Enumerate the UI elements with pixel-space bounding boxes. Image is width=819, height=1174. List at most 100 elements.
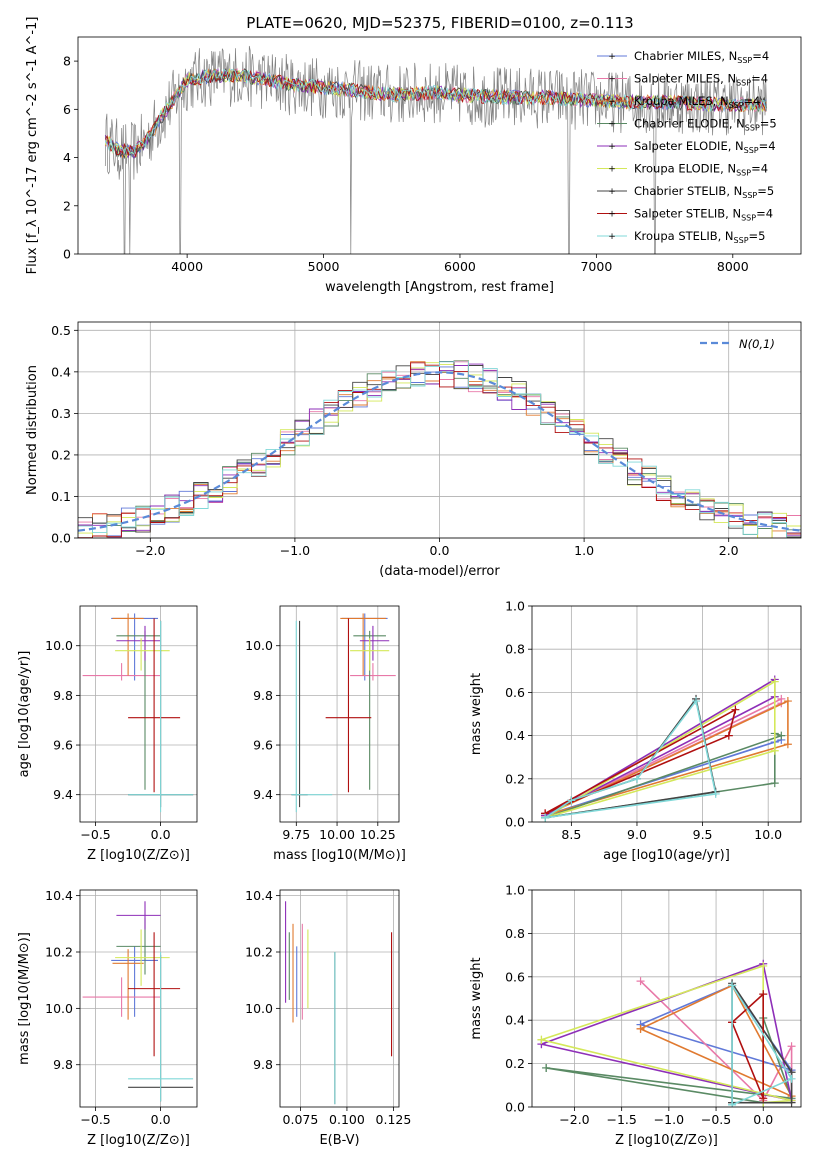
y-axis-label: age [log10(age/yr)]: [17, 651, 32, 778]
errorbar-kroupa-stelib: [128, 952, 194, 1102]
errorbar-salpeter-stelib: [128, 932, 181, 1057]
plot-area: [537, 959, 796, 1107]
y-tick-label: 0.8: [505, 642, 525, 657]
series-point: [787, 1074, 796, 1083]
y-tick-label: 10.0: [245, 1001, 273, 1016]
data-spectrum: [104, 45, 767, 254]
errorbar-chabrier-miles: [111, 613, 158, 681]
legend-entry: N(0,1): [739, 337, 775, 351]
x-axis-label: age [log10(age/yr)]: [603, 848, 730, 863]
x-tick-label: 0.125: [376, 1112, 412, 1127]
y-tick-label: 10.2: [45, 945, 73, 960]
series-line: [541, 962, 793, 1102]
y-tick-label: 0.2: [505, 771, 525, 786]
panel-residuals: −2.0 −1.0 0.0 1.0 2.0 0.0 0.1 0.2 0.3 0.4 0.5 (data…: [25, 321, 802, 579]
series-line: [731, 992, 765, 1099]
legend-entry: Chabrier MILES, NSSP=4: [634, 49, 769, 65]
series-point: [711, 789, 720, 798]
y-tick-label: 8: [63, 54, 71, 69]
plot-area: [82, 613, 194, 813]
series-point: [537, 1035, 546, 1044]
x-tick-label: 0.0: [151, 827, 171, 842]
errorbar-chabrier-miles: [111, 946, 158, 1017]
errorbar-salpeter-stelib: [325, 618, 372, 793]
errorbar-kroupa-miles: [112, 949, 144, 1020]
panel-age-vs-mass: 9.75 10.00 10.25 9.4 9.6 9.8 10.0 mass [log10(M…: [245, 605, 406, 863]
legend-entry: Salpeter STELIB, NSSP=4: [634, 207, 773, 223]
legend-marker: +: [608, 75, 616, 85]
x-axis-label: mass [log10(M/M⊙)]: [273, 848, 406, 863]
errorbar-kroupa-elodie: [115, 638, 170, 671]
series-point: [728, 981, 737, 990]
model-kroupa-stelib: [104, 68, 767, 156]
x-tick-label: −2.0: [559, 1112, 589, 1127]
series-point: [777, 731, 786, 740]
plot-area: [82, 901, 194, 1102]
y-tick-label: 9.4: [53, 787, 73, 802]
legend-marker: +: [608, 142, 616, 152]
y-tick-label: 9.8: [53, 688, 73, 703]
y-tick-label: 10.0: [45, 1001, 73, 1016]
legend-marker: +: [608, 120, 616, 130]
series-point: [728, 1100, 737, 1107]
panel-mass-weight-vs-age: 8.5 9.0 9.5 10.0 0.0 0.2 0.4 0.6 0.8 1.0 age [log1…: [469, 599, 802, 863]
y-tick-label: 9.6: [253, 738, 273, 753]
series-line: [544, 699, 717, 819]
y-tick-label: 2: [63, 198, 71, 213]
y-axis-label: mass [log10(M/M⊙)]: [17, 932, 32, 1065]
x-tick-label: 0.0: [151, 1112, 171, 1127]
x-axis-label: E(B-V): [319, 1133, 359, 1148]
series-line: [544, 708, 737, 815]
axes-frame: [77, 36, 802, 255]
legend-entry: Kroupa ELODIE, NSSP=4: [634, 162, 768, 178]
errorbar-salpeter-miles: [82, 977, 161, 1017]
y-tick-label: 9.6: [53, 738, 73, 753]
y-tick-label: 10.4: [45, 888, 73, 903]
y-tick-label: 9.4: [253, 787, 273, 802]
x-tick-label: 8000: [717, 259, 749, 274]
legend: N(0,1): [700, 337, 775, 351]
errorbar-kroupa-elodie: [350, 638, 390, 671]
y-tick-label: 4: [63, 150, 71, 165]
errorbar-kroupa-stelib: [291, 620, 333, 813]
x-tick-label: 0.100: [329, 1112, 365, 1127]
y-tick-label: 0.4: [51, 364, 71, 379]
x-tick-label: 0.075: [283, 1112, 319, 1127]
errorbar-salpeter-stelib: [128, 618, 181, 793]
y-tick-label: 10.4: [245, 888, 273, 903]
x-tick-label: 6000: [444, 259, 476, 274]
y-axis-label: mass weight: [469, 957, 484, 1039]
y-tick-label: 0.0: [505, 815, 525, 830]
x-tick-label: −1.0: [280, 543, 310, 558]
plot-area: [78, 359, 801, 538]
model-chabrier-stelib: [105, 68, 767, 160]
panel-mass-weight-vs-Z: −2.0 −1.5 −1.0 −0.5 0.0 0.0 0.2 0.4 0.6 0.8 1.0 Z […: [469, 883, 802, 1148]
y-axis-label: mass weight: [469, 673, 484, 755]
series-point: [724, 731, 733, 740]
axes-frame: [79, 605, 198, 823]
y-tick-label: 9.8: [253, 688, 273, 703]
x-tick-label: 2.0: [719, 543, 739, 558]
x-tick-label: 10.0: [754, 827, 782, 842]
errorbar-salpeter-miles: [350, 663, 396, 681]
x-tick-label: −1.0: [654, 1112, 684, 1127]
x-tick-label: −0.5: [701, 1112, 731, 1127]
axes-frame: [77, 321, 802, 539]
series-point: [759, 1094, 768, 1103]
legend-marker: +: [608, 232, 616, 242]
errorbar-kroupa-elodie: [115, 929, 170, 986]
y-tick-label: 10.2: [245, 945, 273, 960]
y-tick-label: 0.5: [51, 323, 71, 338]
y-tick-label: 0.6: [505, 685, 525, 700]
x-tick-label: −0.5: [80, 1112, 110, 1127]
series-point: [787, 1098, 796, 1107]
series-point: [636, 977, 645, 986]
legend-marker: +: [608, 210, 616, 220]
y-tick-label: 0.4: [505, 728, 525, 743]
y-tick-label: 10.0: [45, 638, 73, 653]
x-axis-label: Z [log10(Z/Z⊙)]: [87, 848, 190, 863]
legend-marker: +: [608, 187, 616, 197]
series-point: [770, 746, 779, 755]
x-tick-label: 1.0: [574, 543, 594, 558]
